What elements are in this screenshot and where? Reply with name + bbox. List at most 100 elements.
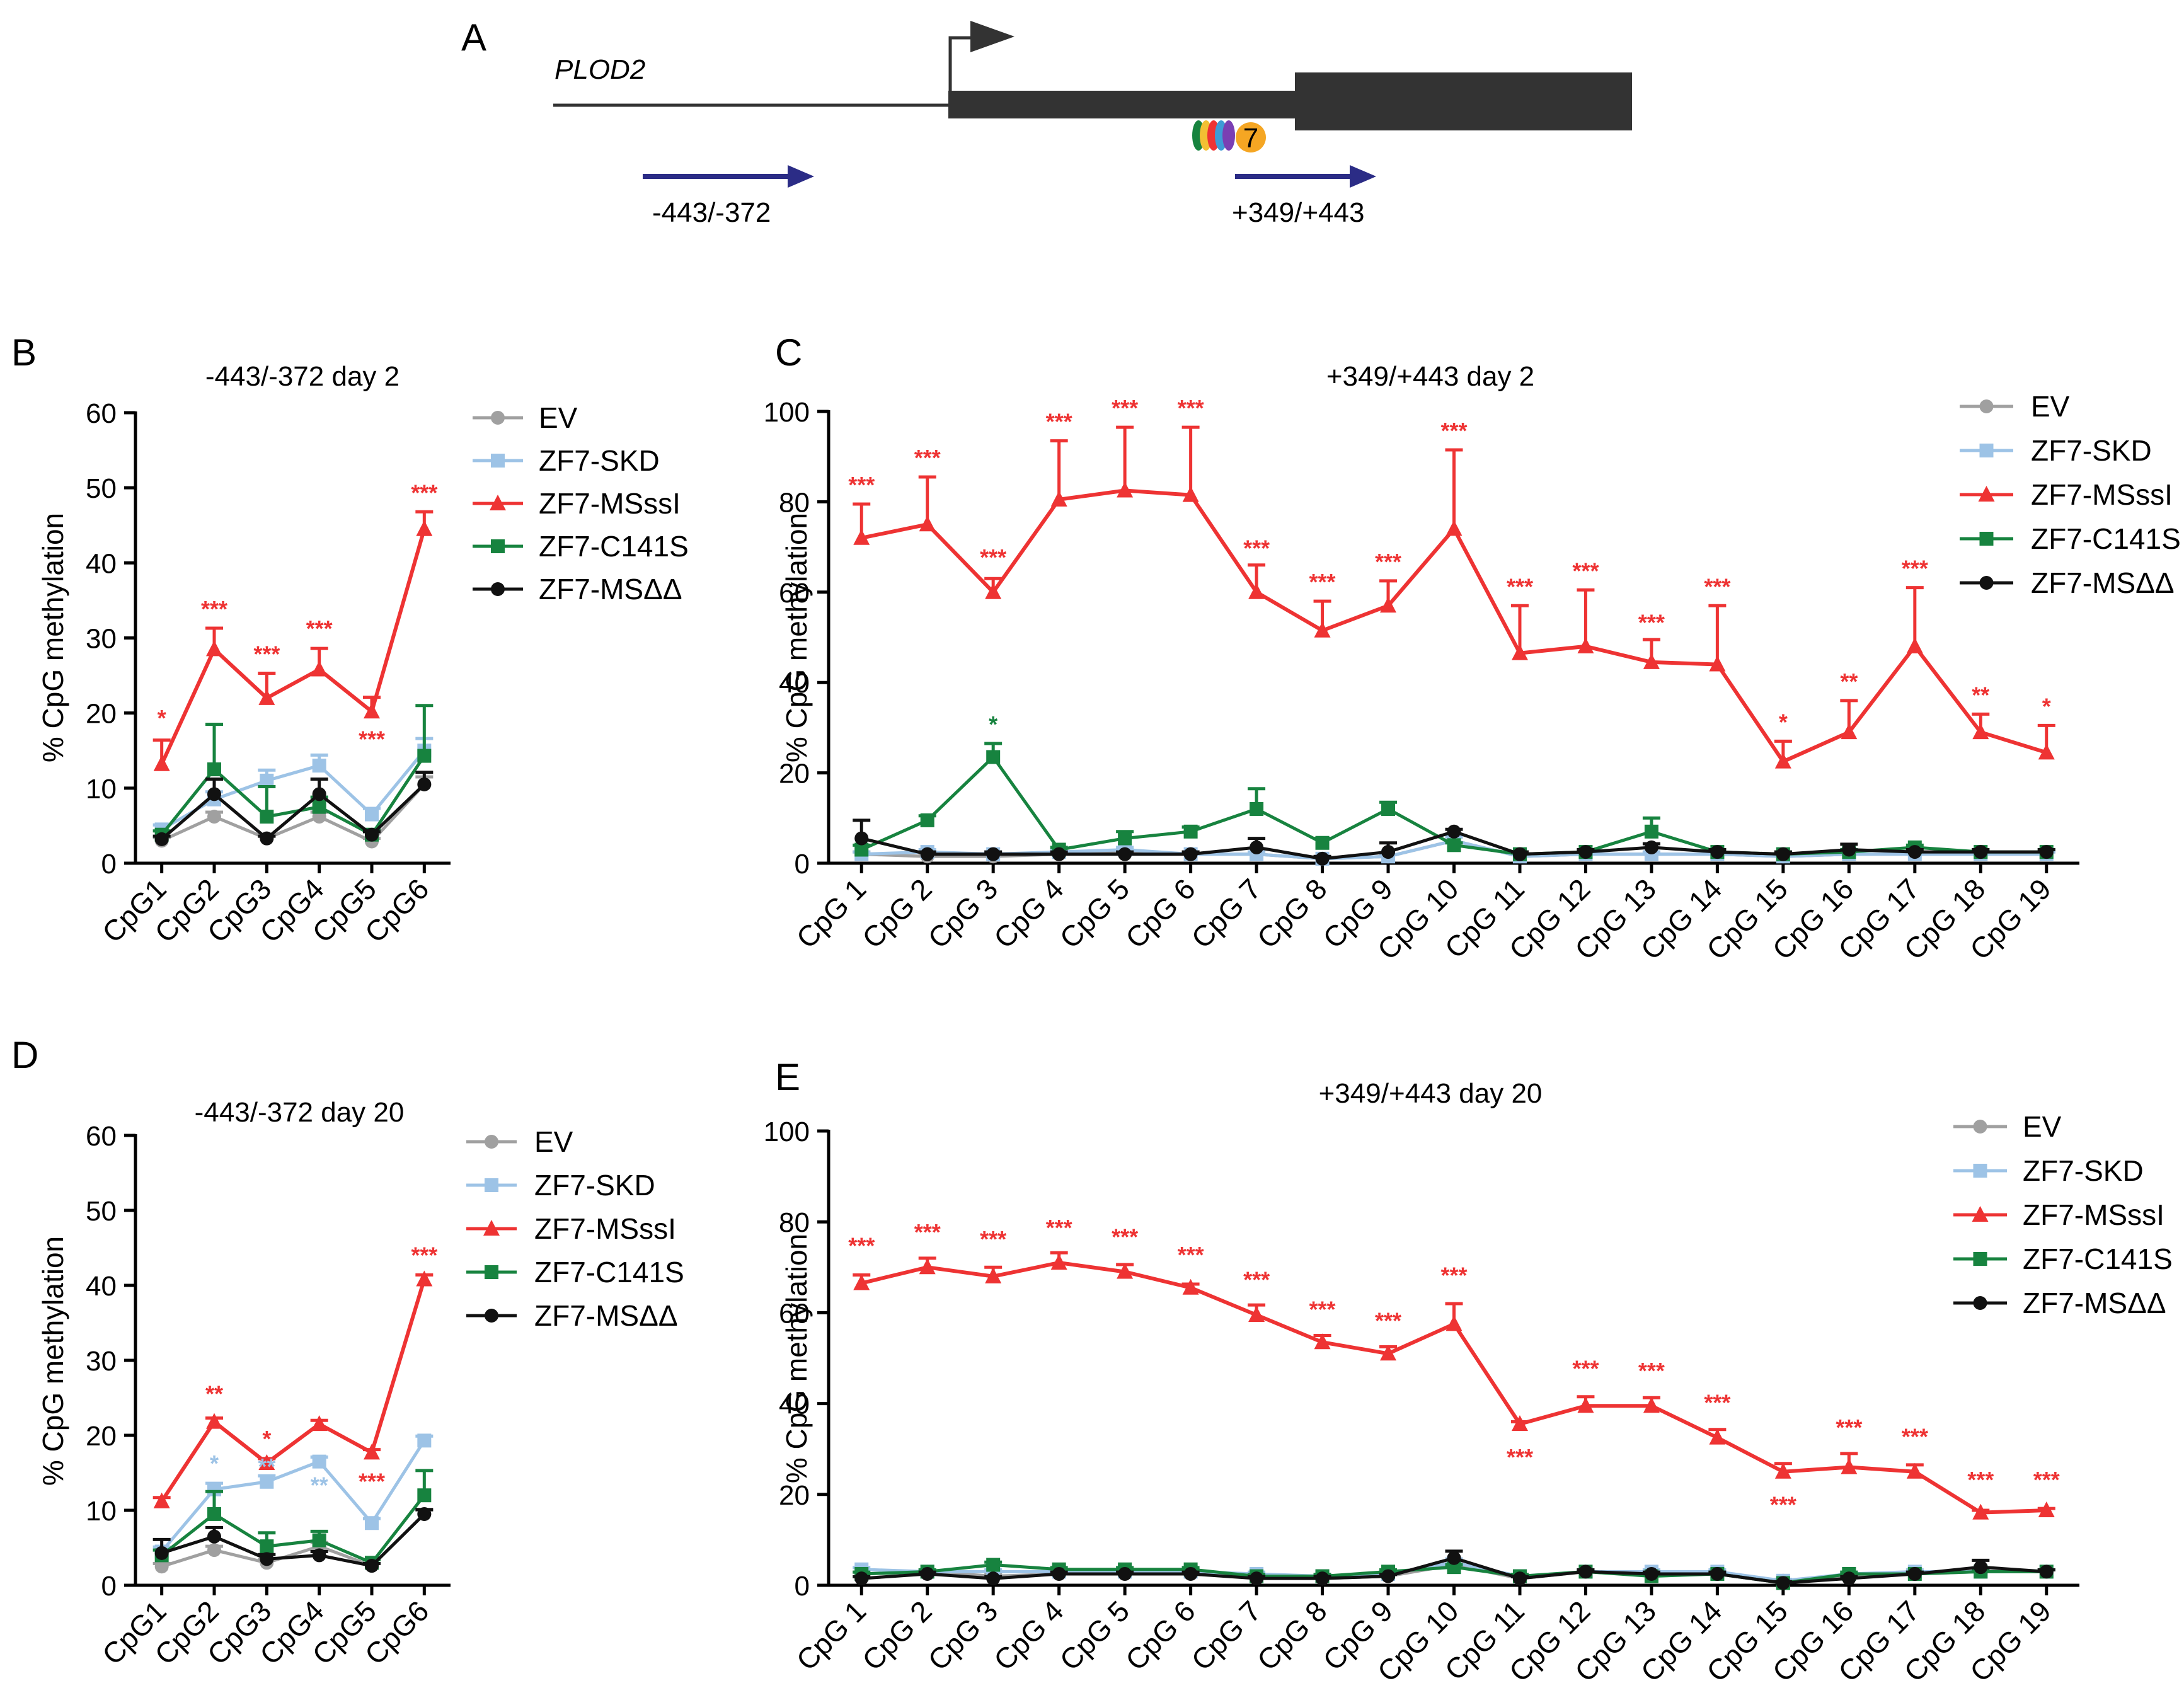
legend-label: ZF7-C141S <box>2023 1243 2173 1275</box>
legend-marker <box>1973 1296 1987 1310</box>
significance-label: *** <box>1046 409 1072 435</box>
legend-label: ZF7-MSΔΔ <box>539 573 682 606</box>
legend-label: ZF7-MSΔΔ <box>2023 1287 2166 1319</box>
y-tick-label: 100 <box>764 397 810 428</box>
panel-label-a: A <box>461 16 486 59</box>
significance-label: ** <box>258 1454 275 1479</box>
chart-title-d: -443/-372 day 20 <box>195 1097 405 1128</box>
significance-label: *** <box>1309 569 1336 595</box>
data-point <box>1183 847 1198 861</box>
legend-item-ZF7-C141S: ZF7-C141S <box>1960 522 2181 555</box>
data-point <box>1314 621 1331 638</box>
legend-item-ZF7-MSΔΔ: ZF7-MSΔΔ <box>1953 1287 2166 1319</box>
legend-item-ZF7-MSssI: ZF7-MSssI <box>473 487 681 520</box>
data-point <box>154 1559 169 1574</box>
data-point <box>1710 1566 1725 1581</box>
gene-label: PLOD2 <box>555 54 645 85</box>
significance-label: *** <box>1440 418 1467 444</box>
significance-label: *** <box>253 641 280 667</box>
significance-label: * <box>158 705 166 731</box>
legend-marker <box>1973 1120 1987 1134</box>
series-line <box>161 749 426 831</box>
data-point <box>154 1546 169 1560</box>
data-point <box>1052 847 1066 861</box>
x-tick-label: CpG 6 <box>1119 872 1202 955</box>
significance-label: *** <box>914 445 941 471</box>
legend-marker <box>1979 444 1994 457</box>
significance-label: *** <box>1375 1308 1401 1334</box>
chart-panel-b: B -443/-372 day 2 % CpG methylation 0 10 20 30… <box>11 331 689 949</box>
data-point <box>1842 842 1856 857</box>
y-axis-label-b: % CpG methylation <box>37 513 69 762</box>
series-line <box>159 528 427 765</box>
legend-marker <box>485 1265 498 1279</box>
data-point <box>1644 840 1658 854</box>
y-tick-label: 40 <box>86 1271 117 1302</box>
significance-label: * <box>2042 693 2051 719</box>
significance-label: *** <box>1967 1467 1994 1493</box>
legend-label: ZF7-MSssI <box>2031 478 2173 511</box>
data-point <box>312 787 326 801</box>
data-point <box>207 810 221 824</box>
significance-label: *** <box>1112 1224 1138 1249</box>
significance-label: *** <box>848 1233 875 1259</box>
data-point <box>1183 1566 1198 1581</box>
legend-label: ZF7-SKD <box>534 1169 655 1202</box>
gene-exon2 <box>1295 72 1632 130</box>
charts-layer: B -443/-372 day 2 % CpG methylation 0 10 20 30… <box>11 331 2181 1688</box>
data-point <box>1250 840 1264 854</box>
legend-marker <box>1978 486 1995 502</box>
data-point <box>985 1267 1002 1283</box>
significance-label: ** <box>205 1381 223 1406</box>
legend-item-ZF7-SKD: ZF7-SKD <box>473 444 660 477</box>
data-point <box>1248 583 1265 599</box>
data-point <box>1907 1566 1922 1581</box>
data-point <box>1445 1315 1463 1331</box>
data-point <box>2038 1501 2055 1518</box>
series-line <box>160 1278 427 1503</box>
data-point <box>1710 845 1725 859</box>
significance-label: *** <box>1902 1423 1928 1449</box>
legend-item-EV: EV <box>473 401 578 434</box>
data-point <box>1380 597 1397 613</box>
tss-arrow-head <box>970 21 1014 52</box>
data-point <box>417 777 432 791</box>
y-tick-label: 40 <box>779 1389 810 1420</box>
data-point <box>1447 1551 1461 1565</box>
legend-marker <box>490 495 506 510</box>
significance-label: *** <box>914 1219 941 1245</box>
data-point <box>311 1415 328 1432</box>
data-point <box>2039 1564 2054 1579</box>
significance-label: *** <box>1704 1389 1730 1415</box>
significance-label: *** <box>1309 1297 1336 1323</box>
y-tick-label: 10 <box>86 1496 117 1527</box>
data-point <box>312 1454 326 1469</box>
significance-label: *** <box>1375 549 1401 575</box>
chart-title-b: -443/-372 day 2 <box>205 361 399 392</box>
y-tick-label: 50 <box>86 473 117 504</box>
data-point <box>1841 723 1858 740</box>
data-point <box>1577 637 1594 653</box>
data-point <box>1512 847 1527 861</box>
y-tick-label: 60 <box>86 398 117 429</box>
data-point <box>920 1566 934 1581</box>
legend-label: ZF7-MSΔΔ <box>2031 566 2175 599</box>
significance-label: *** <box>2033 1467 2060 1493</box>
x-tick-label: CpG 8 <box>1251 1594 1333 1677</box>
data-point <box>1380 1345 1397 1361</box>
y-tick-label: 50 <box>86 1196 117 1227</box>
zinc-finger-protein: 7 <box>1192 120 1266 154</box>
legend-item-ZF7-MSssI: ZF7-MSssI <box>466 1212 676 1245</box>
legend-marker <box>485 1309 498 1323</box>
data-point <box>1117 481 1134 498</box>
data-point <box>1709 1428 1726 1445</box>
data-point <box>364 1444 380 1460</box>
data-point <box>1643 653 1660 669</box>
data-point <box>417 749 432 763</box>
data-point <box>1709 655 1726 672</box>
data-point <box>1511 1415 1528 1432</box>
data-point <box>206 640 222 657</box>
data-point <box>1776 1576 1790 1590</box>
legend-label: ZF7-SKD <box>539 444 660 477</box>
